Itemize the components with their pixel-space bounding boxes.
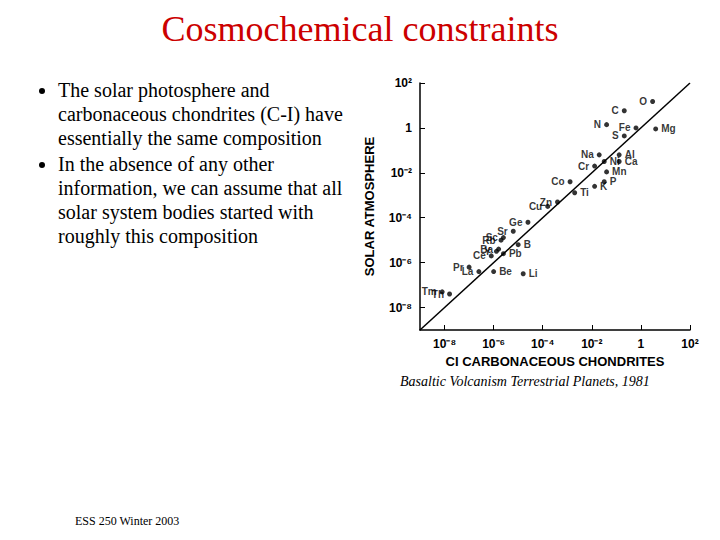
svg-text:Na: Na [581, 149, 594, 160]
svg-text:Ti: Ti [580, 187, 589, 198]
svg-text:K: K [600, 181, 608, 192]
html-text:Cosmochemical constraints: Cosmochemical constraints [161, 9, 559, 49]
svg-text:Al: Al [624, 149, 635, 161]
svg-text:Pb: Pb [509, 248, 522, 259]
svg-text:10²: 10² [681, 337, 698, 351]
html-text:ESS 250 Winter 2003: ESS 250 Winter 2003 [75, 514, 180, 528]
svg-text:10⁻⁶: 10⁻⁶ [389, 256, 412, 270]
svg-text:CI CARBONACEOUS CHONDRITES: CI CARBONACEOUS CHONDRITES [446, 354, 665, 369]
svg-text:10⁻⁸: 10⁻⁸ [433, 337, 456, 351]
svg-text:SOLAR ATMOSPHERE: SOLAR ATMOSPHERE [362, 136, 377, 276]
svg-text:Be: Be [499, 266, 512, 277]
svg-text:Sr: Sr [497, 226, 508, 237]
svg-text:La: La [461, 266, 474, 278]
html-text:In the absence of any other in: In the absence of any other information,… [58, 153, 343, 247]
svg-text:Li: Li [529, 268, 538, 279]
svg-text:10⁻⁴: 10⁻⁴ [389, 211, 412, 225]
svg-text:Mn: Mn [612, 166, 627, 178]
svg-text:10⁻⁴: 10⁻⁴ [531, 337, 554, 351]
svg-text:B: B [524, 239, 531, 250]
svg-text:10²: 10² [395, 76, 412, 90]
svg-text:Cr: Cr [578, 161, 589, 172]
svg-text:Th: Th [432, 289, 444, 300]
svg-text:Tm: Tm [421, 286, 437, 298]
svg-text:Rb: Rb [482, 234, 496, 246]
svg-text:Mg: Mg [661, 123, 675, 134]
svg-text:10⁻²: 10⁻² [581, 337, 602, 351]
svg-text:Ce: Ce [473, 250, 486, 261]
svg-text:10⁻⁶: 10⁻⁶ [482, 337, 505, 351]
svg-text:Ge: Ge [509, 217, 523, 228]
html-text:Basaltic Volcanism Terrestrial: Basaltic Volcanism Terrestrial Planets, … [400, 374, 650, 389]
svg-text:Fe: Fe [619, 122, 631, 133]
svg-text:N: N [594, 119, 601, 130]
svg-text:S: S [612, 130, 619, 141]
svg-text:Co: Co [551, 176, 564, 187]
svg-text:Zn: Zn [539, 196, 552, 208]
svg-text:P: P [610, 176, 617, 187]
svg-text:Ca: Ca [625, 156, 638, 167]
svg-text:Ni: Ni [610, 156, 620, 167]
svg-text:C: C [612, 105, 619, 116]
svg-text:1: 1 [638, 337, 645, 351]
html-text:The solar photosphere and carb: The solar photosphere and carbonaceous c… [58, 79, 343, 149]
svg-text:1: 1 [405, 121, 412, 135]
svg-text:Ba: Ba [480, 243, 494, 255]
svg-text:Pr: Pr [453, 262, 464, 273]
svg-text:10⁻⁸: 10⁻⁸ [389, 301, 412, 315]
svg-text:Cu: Cu [529, 201, 542, 212]
svg-text:O: O [639, 96, 647, 107]
svg-text:10⁻²: 10⁻² [391, 166, 412, 180]
